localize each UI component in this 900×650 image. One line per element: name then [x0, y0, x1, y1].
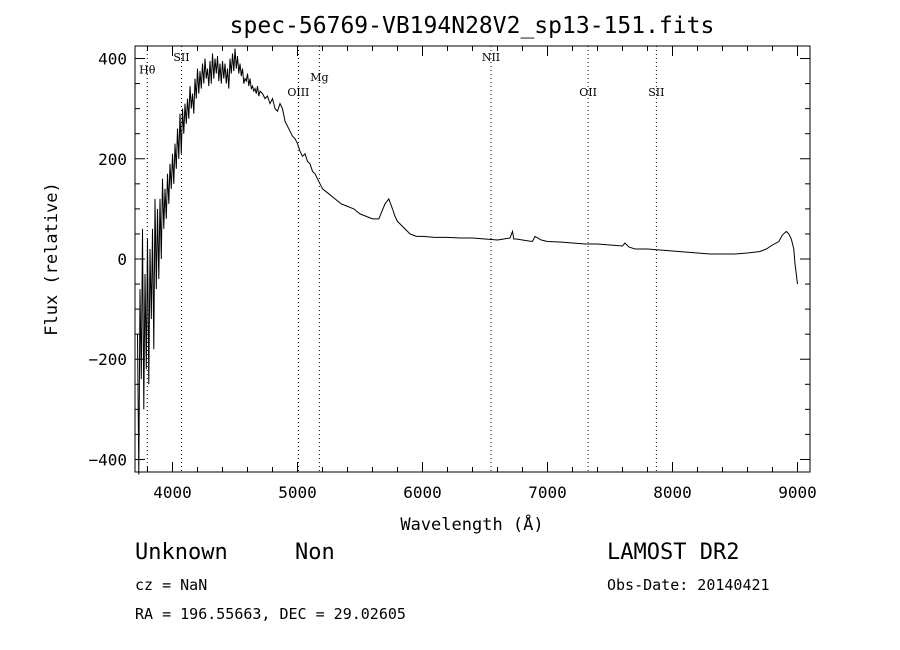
redshift-text: cz = NaN: [135, 576, 208, 594]
line-marker-label: SII: [648, 86, 664, 99]
line-marker-label: OIII: [287, 86, 309, 99]
x-tick-label: 8000: [653, 483, 692, 502]
survey-label: LAMOST DR2: [607, 540, 740, 565]
y-tick-label: 400: [98, 50, 127, 69]
y-tick-label: 0: [117, 250, 127, 269]
y-axis-ticks: −400 −200 0 200 400: [88, 50, 810, 469]
x-axis-label: Wavelength (Å): [400, 513, 543, 535]
y-tick-label: −200: [88, 350, 127, 369]
x-tick-label: 7000: [528, 483, 567, 502]
line-marker-label: Mg: [310, 71, 328, 84]
spectrum-line: [137, 48, 798, 475]
class-label: Unknown: [135, 540, 228, 565]
y-axis-label: Flux (relative): [42, 182, 62, 336]
x-tick-label: 9000: [778, 483, 817, 502]
x-tick-label: 4000: [153, 483, 192, 502]
x-tick-label: 5000: [278, 483, 317, 502]
line-marker-label: OII: [579, 86, 597, 99]
line-marker-label: Hθ: [139, 64, 156, 77]
plot-frame: [134, 45, 811, 473]
obs-date-text: Obs-Date: 20140421: [607, 576, 770, 594]
line-marker-label: SII: [173, 51, 189, 64]
x-tick-label: 6000: [403, 483, 442, 502]
chart-title: spec-56769-VB194N28V2_sp13-151.fits: [230, 13, 715, 39]
y-tick-label: −400: [88, 450, 127, 469]
y-tick-label: 200: [98, 150, 127, 169]
line-marker-label: NII: [482, 51, 500, 64]
x-axis-ticks: 4000 5000 6000 7000 8000 9000: [147, 46, 817, 502]
coordinates-text: RA = 196.55663, DEC = 29.02605: [135, 605, 406, 623]
subclass-label: Non: [295, 540, 335, 565]
